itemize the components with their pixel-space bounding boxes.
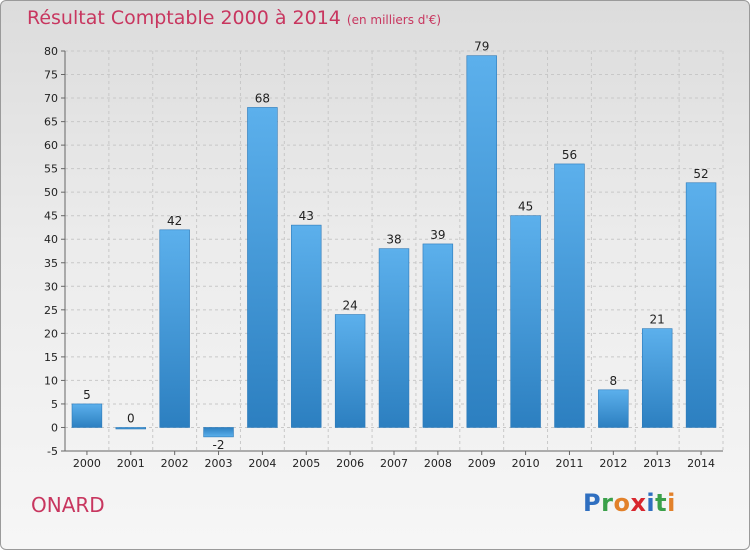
bar-2013 (641, 328, 673, 428)
value-label-2005: 43 (299, 209, 314, 223)
value-label-2003: -2 (213, 438, 225, 452)
x-tick-label-2010: 2010 (512, 457, 540, 470)
x-tick-label-2008: 2008 (424, 457, 452, 470)
value-label-2000: 5 (83, 388, 91, 402)
chart-title-text: Résultat Comptable 2000 à 2014 (27, 7, 341, 29)
logo-letter: P (583, 489, 602, 517)
logo-letter: i (667, 489, 676, 517)
y-tick-label: 60 (44, 139, 58, 152)
chart-subtitle: (en milliers d'€) (346, 13, 442, 27)
y-tick-label: 20 (44, 327, 58, 340)
value-label-2002: 42 (167, 214, 182, 228)
labels: 5 2000 0 2001 42 2002 -2 2003 68 2004 43 2005 24 2006… (73, 40, 715, 470)
bar-2001 (115, 427, 147, 430)
value-label-2013: 21 (650, 313, 665, 327)
x-tick-label-2000: 2000 (73, 457, 101, 470)
y-tick-label: 70 (44, 92, 58, 105)
y-tick-label: 65 (44, 116, 58, 129)
x-tick-label-2001: 2001 (117, 457, 145, 470)
chart-title: Résultat Comptable 2000 à 2014 (en millie… (27, 7, 441, 29)
bars (71, 55, 717, 438)
value-label-2007: 38 (386, 233, 401, 247)
value-label-2012: 8 (610, 374, 618, 388)
bar-2010 (510, 215, 541, 428)
value-label-2001: 0 (127, 411, 135, 425)
y-tick-label: 45 (44, 210, 58, 223)
bar-2004 (247, 107, 278, 428)
bar-2011 (554, 163, 585, 428)
value-label-2004: 68 (255, 91, 270, 105)
y-tick-label: 75 (44, 69, 58, 82)
x-tick-label-2011: 2011 (555, 457, 583, 470)
value-label-2014: 52 (693, 167, 708, 181)
y-tick-label: 55 (44, 163, 58, 176)
value-label-2010: 45 (518, 200, 533, 214)
y-tick-label: 0 (51, 421, 58, 434)
x-tick-label-2004: 2004 (248, 457, 276, 470)
bar-2009 (466, 55, 497, 428)
x-tick-label-2013: 2013 (643, 457, 671, 470)
bar-2008 (422, 243, 454, 428)
y-tick-label: 10 (44, 374, 58, 387)
bar-2003 (203, 427, 234, 438)
x-tick-label-2014: 2014 (687, 457, 715, 470)
logo-letter: o (613, 489, 631, 517)
value-label-2008: 39 (430, 228, 445, 242)
y-tick-label: 80 (44, 45, 58, 58)
x-tick-label-2006: 2006 (336, 457, 364, 470)
logo-letter: i (646, 489, 656, 517)
y-tick-label: 15 (44, 351, 58, 364)
x-tick-label-2002: 2002 (161, 457, 189, 470)
bar-2012 (598, 389, 629, 428)
proxiti-logo: Proxiti (583, 489, 676, 517)
value-label-2011: 56 (562, 148, 577, 162)
x-tick-label-2009: 2009 (468, 457, 496, 470)
y-tick-label: -5 (47, 445, 58, 458)
logo-letter: t (655, 489, 668, 517)
bar-2007 (378, 248, 410, 428)
logo-letter: r (601, 489, 614, 517)
bar-2014 (685, 182, 717, 428)
x-tick-label-2003: 2003 (205, 457, 233, 470)
y-tick-label: 30 (44, 280, 58, 293)
y-tick-label: 40 (44, 233, 58, 246)
x-tick-label-2012: 2012 (599, 457, 627, 470)
y-tick-label: 5 (51, 398, 58, 411)
value-label-2006: 24 (342, 299, 357, 313)
y-tick-label: 25 (44, 304, 58, 317)
bar-2005 (291, 224, 322, 428)
y-tick-label: 35 (44, 257, 58, 270)
x-tick-label-2005: 2005 (292, 457, 320, 470)
bar-2006 (334, 314, 366, 428)
y-tick-label: 50 (44, 186, 58, 199)
bar-2002 (159, 229, 190, 428)
x-tick-label-2007: 2007 (380, 457, 408, 470)
value-label-2009: 79 (474, 40, 489, 54)
commune-name: ONARD (31, 493, 105, 517)
bar-2000 (71, 403, 103, 428)
logo-letter: x (630, 489, 647, 517)
